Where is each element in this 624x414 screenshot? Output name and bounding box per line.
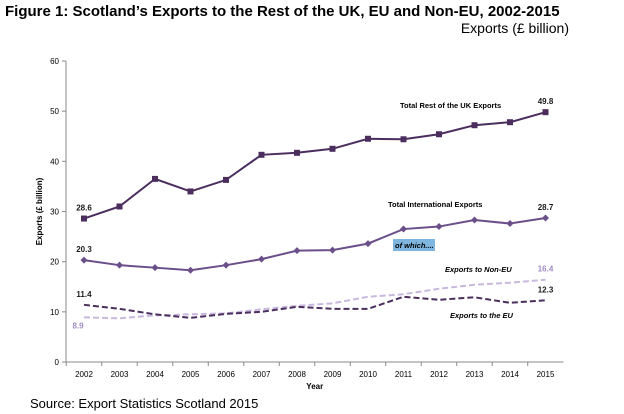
data-point bbox=[365, 135, 371, 142]
x-tick-label: 2003 bbox=[111, 370, 129, 379]
data-point bbox=[222, 261, 230, 269]
x-tick-label: 2005 bbox=[182, 370, 200, 379]
chart-subtitle: Exports (£ billion) bbox=[460, 20, 569, 36]
x-tick-label: 2011 bbox=[395, 370, 413, 379]
x-tick-label: 2012 bbox=[430, 370, 448, 379]
data-point bbox=[506, 220, 514, 228]
data-label: 8.9 bbox=[72, 321, 84, 330]
y-tick-label: 20 bbox=[50, 258, 59, 267]
data-point bbox=[187, 266, 194, 274]
data-point bbox=[542, 109, 549, 116]
chart-axes: 0 10 20 30 40 50 60 2002 2003 2004 2005 2006 2007 200… bbox=[35, 57, 564, 391]
x-tick-label: 2007 bbox=[253, 370, 271, 379]
y-tick-label: 40 bbox=[50, 157, 59, 166]
data-point bbox=[400, 225, 407, 233]
data-point bbox=[81, 215, 87, 222]
series-line bbox=[83, 295, 546, 319]
data-label: 20.3 bbox=[76, 245, 92, 254]
data-point bbox=[436, 131, 442, 138]
x-tick-label: 2013 bbox=[466, 370, 484, 379]
series-name-label: Exports to Non-EU bbox=[445, 265, 512, 274]
data-point bbox=[435, 223, 443, 231]
y-tick-label: 0 bbox=[55, 358, 60, 367]
y-tick-label: 10 bbox=[50, 308, 59, 317]
data-point bbox=[116, 203, 123, 210]
data-point bbox=[294, 149, 300, 156]
data-label: 49.8 bbox=[538, 97, 554, 106]
chart-series bbox=[80, 109, 549, 320]
data-point bbox=[80, 256, 88, 264]
data-point bbox=[152, 175, 158, 182]
x-tick-label: 2015 bbox=[537, 370, 555, 379]
series-name-label: Exports to the EU bbox=[450, 311, 514, 320]
data-point bbox=[329, 246, 336, 254]
x-tick-label: 2002 bbox=[75, 370, 93, 379]
data-point bbox=[151, 264, 159, 272]
source-note: Source: Export Statistics Scotland 2015 bbox=[30, 396, 259, 411]
data-point bbox=[258, 151, 265, 158]
y-tick-label: 30 bbox=[50, 208, 59, 217]
data-point bbox=[187, 188, 194, 195]
series-name-label: Total Rest of the UK Exports bbox=[400, 101, 501, 110]
y-tick-label: 50 bbox=[50, 107, 59, 116]
data-label: 28.7 bbox=[538, 203, 554, 212]
series-name-label: Total International Exports bbox=[388, 200, 482, 209]
x-tick-label: 2009 bbox=[324, 370, 342, 379]
data-label: 28.6 bbox=[76, 204, 92, 213]
series-line bbox=[83, 217, 546, 272]
x-tick-label: 2006 bbox=[217, 370, 235, 379]
x-tick-label: 2004 bbox=[146, 370, 164, 379]
x-tick-label: 2010 bbox=[359, 370, 377, 379]
chart-title: Figure 1: Scotland’s Exports to the Rest… bbox=[5, 3, 560, 20]
data-label: 16.4 bbox=[538, 265, 554, 274]
y-tick-label: 60 bbox=[50, 57, 59, 66]
series-line bbox=[83, 111, 546, 220]
y-axis-label: Exports (£ billion) bbox=[35, 177, 44, 245]
x-tick-label: 2014 bbox=[501, 370, 519, 379]
x-axis-label: Year bbox=[306, 382, 323, 391]
data-label: 12.3 bbox=[538, 285, 554, 294]
data-point bbox=[471, 216, 478, 224]
x-tick-label: 2008 bbox=[288, 370, 306, 379]
data-point bbox=[116, 261, 123, 269]
data-point bbox=[223, 176, 229, 183]
annotation-text: of which.... bbox=[395, 241, 434, 250]
data-point bbox=[329, 145, 336, 152]
data-point bbox=[364, 240, 372, 248]
data-point bbox=[400, 136, 407, 143]
data-point bbox=[507, 119, 513, 126]
annotation-highlight bbox=[393, 239, 435, 251]
data-point bbox=[293, 247, 301, 255]
chart-labels: 28.6 49.8 20.3 28.7 8.9 16.4 11.4 12.3 Total Res… bbox=[72, 97, 553, 330]
data-point bbox=[258, 255, 265, 263]
data-label: 11.4 bbox=[76, 290, 92, 299]
data-point bbox=[542, 214, 549, 222]
data-point bbox=[471, 122, 478, 129]
